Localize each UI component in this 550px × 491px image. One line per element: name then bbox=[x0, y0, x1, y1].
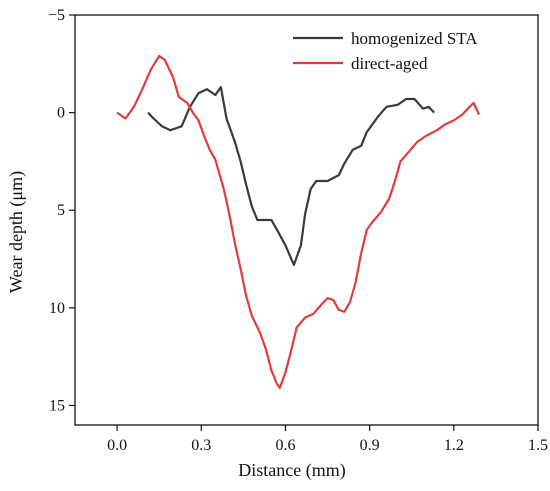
series-line-0 bbox=[147, 86, 435, 266]
x-tick-label: 0.3 bbox=[191, 437, 211, 454]
y-tick-label: 0 bbox=[57, 105, 65, 122]
legend-label-1: direct-aged bbox=[351, 54, 428, 73]
x-tick-label: 1.5 bbox=[528, 437, 548, 454]
x-tick-label: 0.0 bbox=[107, 437, 127, 454]
legend-label-0: homogenized STA bbox=[351, 29, 478, 48]
x-tick-label: 0.6 bbox=[275, 437, 295, 454]
x-axis-title: Distance (mm) bbox=[238, 460, 345, 481]
plot-frame bbox=[74, 14, 539, 426]
y-tick-label: 5 bbox=[57, 202, 65, 219]
x-tick-label: 1.2 bbox=[444, 437, 464, 454]
series-line-1 bbox=[116, 54, 481, 389]
y-axis-title: Wear depth (μm) bbox=[6, 171, 27, 293]
x-tick-label: 0.9 bbox=[360, 437, 380, 454]
y-tick-label: −5 bbox=[48, 7, 65, 24]
y-tick-label: 10 bbox=[49, 300, 65, 317]
y-tick-label: 15 bbox=[49, 397, 65, 414]
